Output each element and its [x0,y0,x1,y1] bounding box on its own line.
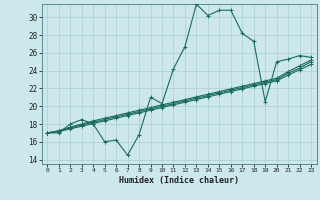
X-axis label: Humidex (Indice chaleur): Humidex (Indice chaleur) [119,176,239,185]
